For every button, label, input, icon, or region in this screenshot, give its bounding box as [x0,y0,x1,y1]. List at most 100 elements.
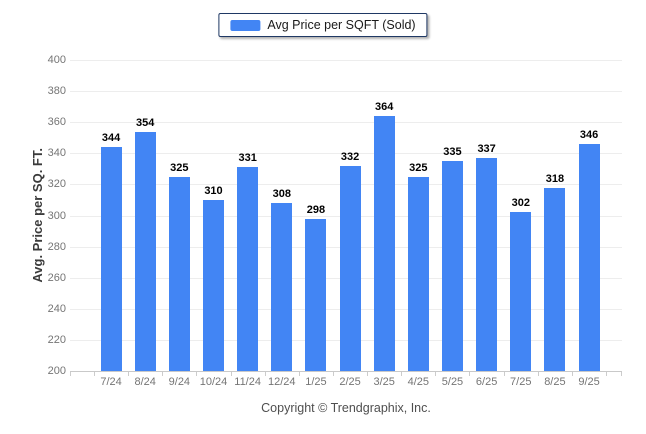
bar [134,131,156,371]
bar-group-10/24: 310 [196,60,230,371]
x-tick-label: 2/25 [339,376,361,388]
x-tick-label: 8/24 [134,376,156,388]
x-tick-label: 11/24 [234,376,261,388]
bar-value-label: 310 [204,184,223,197]
bar-group-1/25: 298 [299,60,333,371]
bar [441,161,463,371]
x-tick-label: 12/24 [268,376,296,388]
x-tick-label: 9/24 [168,376,191,388]
copyright-text: Copyright © Trendgraphix, Inc. [261,401,431,415]
x-axis-tick-mark [264,372,266,376]
bar [271,203,293,371]
x-axis-tick-mark [537,372,539,376]
x-axis-tick-mark [332,372,334,376]
bar [373,115,395,371]
y-tick-label: 400 [47,54,66,66]
bar-group-3/25: 364 [367,60,401,371]
x-tick-label: 10/24 [199,376,228,388]
x-tick-label: 5/25 [441,376,464,388]
bar-value-label: 298 [306,203,326,216]
bar-group-2/25: 332 [333,60,367,371]
x-axis-tick-mark [469,372,471,376]
plot-area: 344 354 325 310 331 308 298 332 364 325 335 337 302 3… [70,60,622,372]
x-tick-label: 7/24 [100,376,122,388]
bar-value-label: 331 [238,152,257,165]
bar-group-8/25: 318 [538,60,572,371]
x-tick-label: 3/25 [373,376,395,388]
bar-group-12/24: 308 [265,60,299,371]
bar [510,212,532,371]
x-axis-tick-mark [606,372,607,376]
bar-value-label: 354 [136,116,155,129]
x-axis-tick-mark [621,372,622,376]
bar [544,187,566,371]
y-tick-label: 220 [47,333,66,346]
x-axis-tick-mark [367,372,369,376]
x-axis-tick-mark [94,372,95,376]
x-axis-tick-mark [230,372,232,376]
bar-group-5/25: 335 [435,60,469,371]
x-axis-tick-mark [162,372,164,376]
bar-value-label: 337 [477,142,496,155]
bar-value-label: 364 [375,100,394,113]
bar-group-6/25: 337 [470,60,504,371]
y-tick-label: 340 [47,147,66,160]
x-tick-label: 9/25 [578,376,600,388]
gridline [70,91,622,93]
bar [100,147,122,371]
bar-group-9/24: 325 [162,60,196,371]
x-tick-label: 8/25 [544,376,566,388]
bar-group-7/25: 302 [504,60,538,371]
gridline [70,60,622,61]
x-axis-tick-mark [571,372,573,376]
bar [237,167,259,371]
legend-swatch-icon [230,19,261,31]
gridline [70,122,622,124]
x-tick-label: 1/25 [305,376,327,388]
gridline [70,153,622,155]
bars-layer: 344 354 325 310 331 308 298 332 364 325 335 337 302 3… [70,60,622,371]
x-axis-tick-mark [298,372,300,376]
y-tick-label: 280 [47,240,66,253]
bar-value-label: 344 [101,132,121,145]
bar-value-label: 318 [545,172,565,185]
bar [202,199,224,371]
bar-value-label: 325 [409,161,428,174]
bar [339,165,361,371]
bar-group-7/24: 344 [94,60,128,371]
bar [578,143,600,371]
bar [305,218,327,371]
legend: Avg Price per SQFT (Sold) [218,13,428,37]
bar-group-8/24: 354 [128,60,162,371]
x-axis-tick-mark [70,372,71,376]
y-tick-label: 240 [47,302,66,315]
y-tick-label: 320 [47,178,66,191]
x-tick-label: 6/25 [475,376,498,388]
bar [476,157,498,371]
y-tick-label: 300 [47,209,66,222]
y-tick-label: 260 [47,271,66,284]
y-tick-label: 380 [47,85,66,98]
legend-label: Avg Price per SQFT (Sold) [267,18,416,32]
bar-value-label: 325 [170,161,189,174]
bar-group-4/25: 325 [401,60,435,371]
x-tick-label: 4/25 [407,376,430,388]
y-tick-label: 200 [47,365,66,377]
bar-value-label: 332 [340,150,360,163]
x-axis-tick-mark [128,372,130,376]
bar [407,176,429,371]
x-axis-tick-mark [435,372,437,376]
x-tick-label: 7/25 [510,376,532,388]
bar-group-11/24: 331 [231,60,265,371]
bar-value-label: 346 [579,128,599,141]
bar-group-9/25: 346 [572,60,606,371]
x-axis-tick-mark [503,372,505,376]
bar [168,176,190,371]
bar-value-label: 308 [272,188,291,201]
x-axis-tick-mark [196,372,198,376]
x-axis-labels: 7/24 8/24 9/24 10/24 11/24 12/24 1/25 2/25 3/25 4… [70,376,622,388]
bar-value-label: 302 [511,197,530,210]
y-tick-label: 360 [47,116,66,129]
bar-value-label: 335 [443,146,462,159]
